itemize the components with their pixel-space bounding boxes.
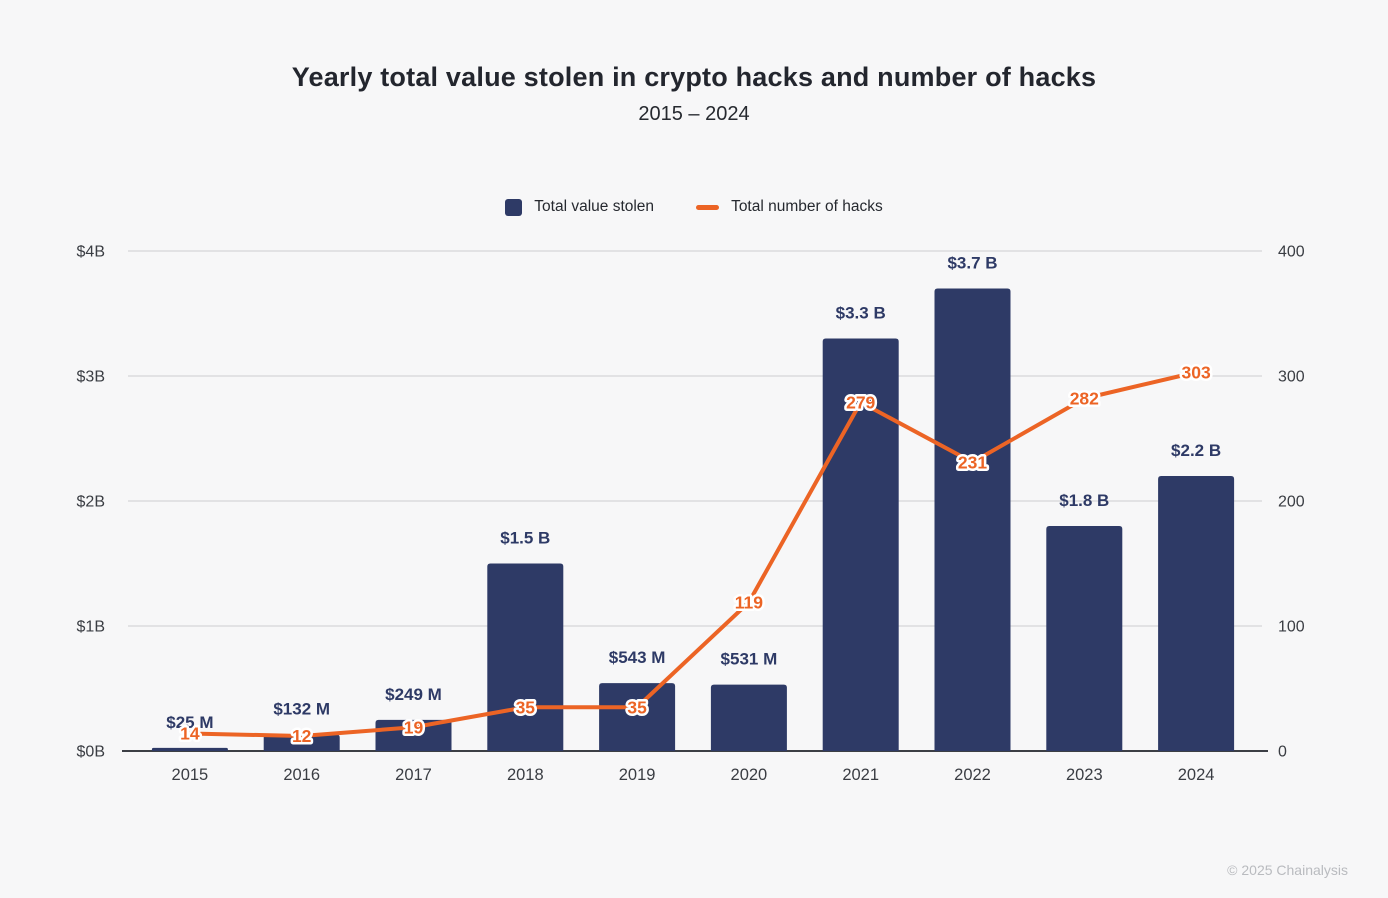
bar-2021: [822, 338, 899, 751]
year-label-2021: 2021: [842, 766, 879, 784]
bar-2020: [710, 684, 787, 751]
year-label-2016: 2016: [283, 766, 320, 784]
bar-label-2022: $3.7 B: [947, 254, 997, 273]
bar-label-2024: $2.2 B: [1171, 441, 1221, 460]
right-axis-tick: 400: [1278, 244, 1305, 261]
left-axis-tick: $3B: [77, 369, 105, 386]
bar-label-2021: $3.3 B: [836, 304, 886, 323]
line-label-2024: 303: [1181, 362, 1210, 382]
hacks-line: [187, 370, 1199, 738]
year-label-2015: 2015: [172, 766, 209, 784]
left-axis-tick-labels: $0B $1B $2B $3B $4B: [77, 244, 105, 761]
right-axis-tick: 0: [1278, 744, 1287, 761]
left-axis-tick: $1B: [77, 619, 105, 636]
line-series-swatch-icon: [696, 204, 720, 210]
year-label-2017: 2017: [395, 766, 432, 784]
year-label-2024: 2024: [1178, 766, 1215, 784]
bars-series-total-value-stolen: [151, 288, 1235, 751]
right-axis-tick: 300: [1278, 369, 1305, 386]
bar-2015: [151, 747, 228, 751]
chart-subtitle: 2015 – 2024: [638, 103, 750, 125]
bar-2019: [599, 683, 676, 751]
year-label-2019: 2019: [619, 766, 656, 784]
bar-2016: [263, 734, 340, 751]
bar-2022: [934, 288, 1011, 751]
line-point-labels: 14 12 19 35 35 119 279 231 282 303: [178, 360, 1214, 749]
bar-2023: [1046, 526, 1123, 751]
line-label-2020: 119: [735, 592, 763, 612]
line-label-2016: 12: [292, 726, 312, 746]
left-axis-tick: $2B: [77, 494, 105, 511]
chart-title: Yearly total value stolen in crypto hack…: [291, 62, 1097, 92]
bar-label-2015: $25 M: [166, 713, 213, 732]
bar-2018: [487, 563, 564, 751]
legend-label: Total value stolen: [534, 198, 655, 215]
year-label-2018: 2018: [507, 766, 544, 784]
bar-label-2023: $1.8 B: [1059, 491, 1109, 510]
right-axis-tick: 100: [1278, 619, 1305, 636]
line-label-2017: 19: [404, 717, 424, 737]
bar-series-swatch-icon: [505, 198, 523, 216]
left-axis-tick: $4B: [77, 244, 105, 261]
legend: Total value stolen Total number of hacks: [0, 198, 1388, 216]
bar-label-2019: $543 M: [609, 648, 666, 667]
line-label-2021: 279: [846, 392, 875, 412]
line-label-2022: 231: [958, 452, 987, 472]
legend-item-total-value-stolen: Total value stolen: [505, 198, 654, 216]
year-label-2020: 2020: [731, 766, 768, 784]
year-label-2023: 2023: [1066, 766, 1103, 784]
bar-2024: [1158, 476, 1235, 751]
bar-label-2017: $249 M: [385, 685, 442, 704]
line-label-2018: 35: [516, 697, 536, 717]
x-axis-labels: 2015 2016 2017 2018 2019 2020 2021 2022 2023 2024: [172, 766, 1215, 784]
legend-label: Total number of hacks: [731, 198, 883, 215]
bar-label-2020: $531 M: [721, 650, 778, 669]
line-label-2023: 282: [1070, 389, 1099, 409]
legend-item-total-number-of-hacks: Total number of hacks: [696, 198, 883, 216]
footer-credit: © 2025 Chainalysis: [1227, 862, 1348, 878]
line-label-2015: 14: [180, 724, 200, 744]
bar-label-2018: $1.5 B: [500, 529, 550, 548]
year-label-2022: 2022: [954, 766, 991, 784]
right-axis-tick: 200: [1278, 494, 1305, 511]
bar-value-labels: $25 M $132 M $249 M $1.5 B $543 M $531 M $3.3 …: [166, 254, 1221, 732]
bar-label-2016: $132 M: [273, 700, 330, 719]
right-axis-tick-labels: 0 100 200 300 400: [1278, 244, 1305, 761]
line-label-2019: 35: [627, 697, 647, 717]
left-axis-tick: $0B: [77, 744, 105, 761]
